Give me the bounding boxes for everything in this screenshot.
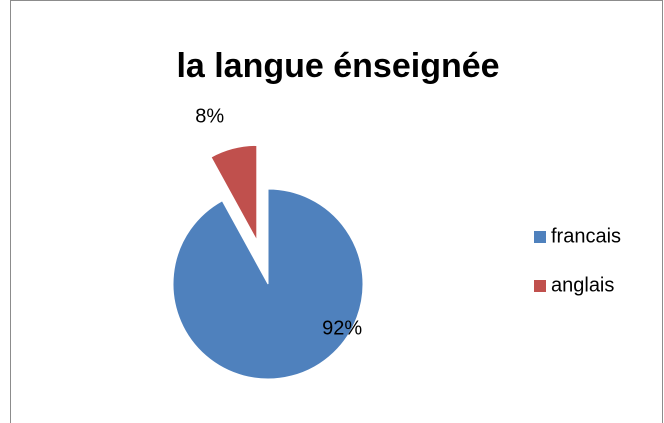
legend-label: francais	[551, 225, 621, 247]
data-label: 8%	[195, 105, 224, 127]
data-label: 92%	[322, 317, 362, 339]
chart-border	[10, 0, 663, 423]
legend-swatch	[534, 231, 546, 243]
legend-swatch	[534, 280, 546, 292]
legend-label: anglais	[551, 274, 614, 296]
pie-slice	[172, 188, 364, 380]
pie-slice	[210, 144, 258, 241]
chart-title: la langue énseignée	[176, 47, 499, 85]
